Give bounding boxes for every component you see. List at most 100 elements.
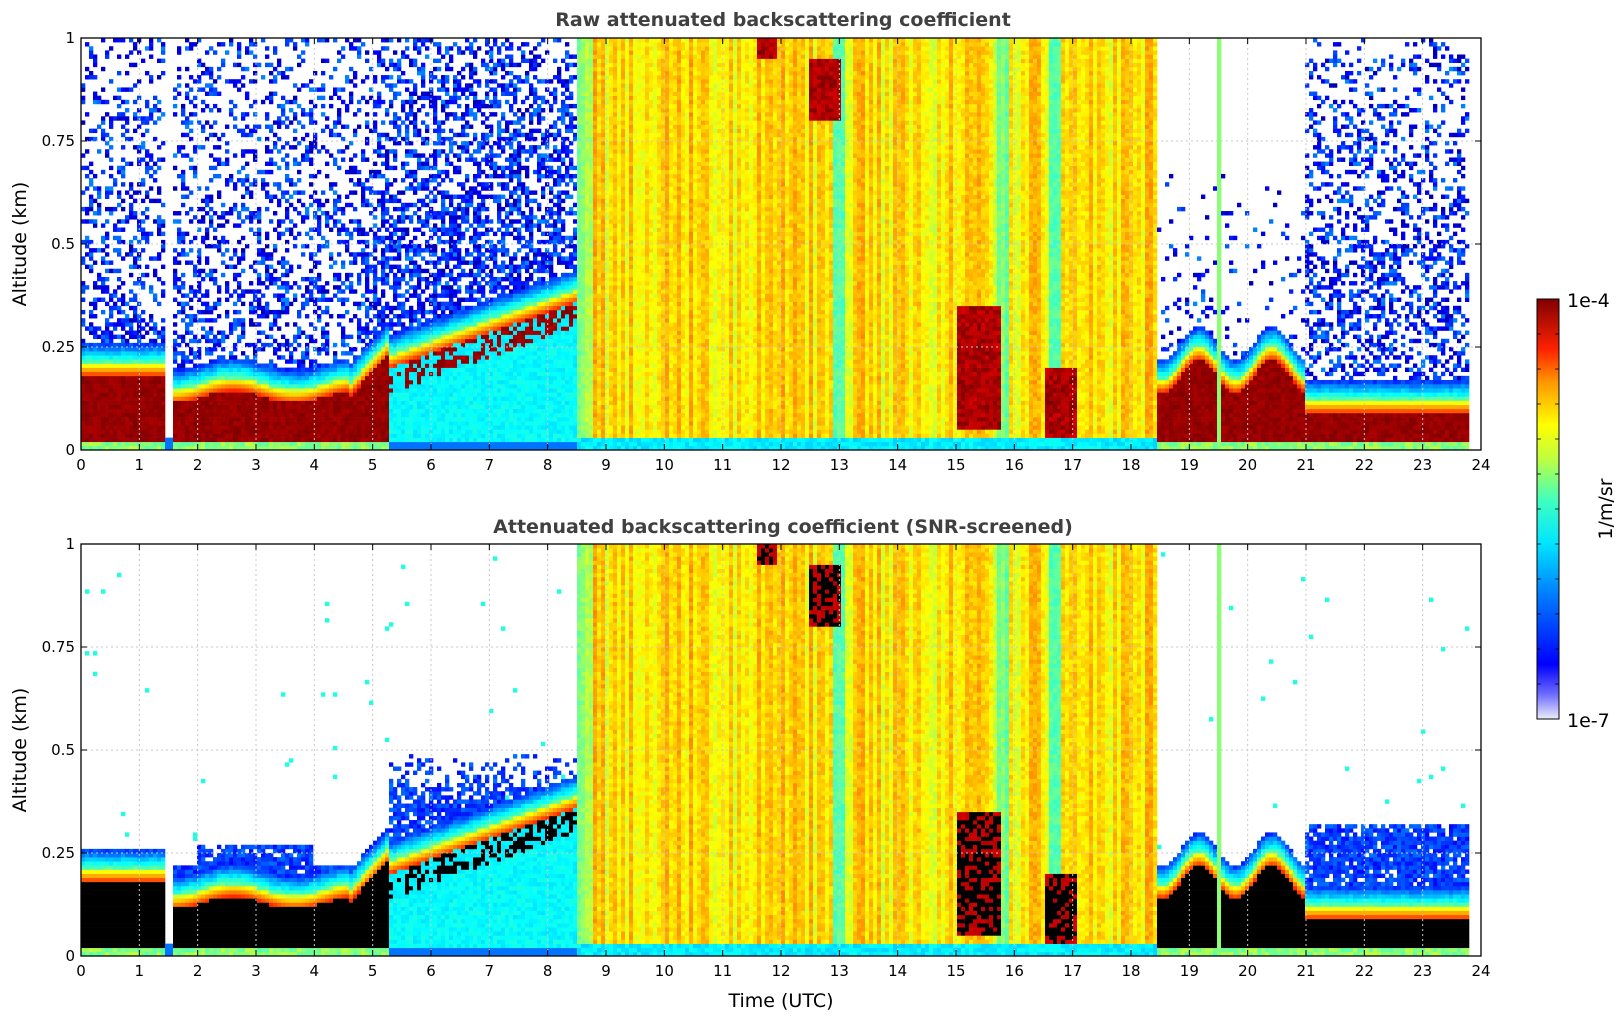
heatmap-cell <box>441 445 446 451</box>
heatmap-cell <box>89 252 94 257</box>
heatmap-cell <box>433 441 438 447</box>
heatmap-cell <box>269 322 274 327</box>
heatmap-cell <box>173 388 178 393</box>
heatmap-cell <box>409 379 414 385</box>
heatmap-cell <box>377 173 382 179</box>
heatmap-cell <box>373 128 378 134</box>
heatmap-cell <box>89 351 94 356</box>
heatmap-cell <box>393 256 398 261</box>
heatmap-cell <box>325 388 330 393</box>
heatmap-cell <box>445 330 450 335</box>
heatmap-cell <box>289 441 294 447</box>
heatmap-cell <box>281 190 286 195</box>
heatmap-cell <box>437 330 442 335</box>
heatmap-cell <box>285 198 290 204</box>
heatmap-cell <box>125 441 130 447</box>
heatmap-cell <box>449 355 454 360</box>
heatmap-cell <box>401 50 406 55</box>
heatmap-cell <box>249 305 254 311</box>
heatmap-cell <box>189 392 194 397</box>
heatmap-cell <box>397 347 402 352</box>
heatmap-cell <box>213 429 218 434</box>
heatmap-cell <box>213 388 218 393</box>
heatmap-cell <box>89 264 94 270</box>
heatmap-cell <box>141 145 146 150</box>
heatmap-cell <box>397 404 402 410</box>
heatmap-cell <box>153 169 158 175</box>
heatmap-cell <box>429 363 434 368</box>
heatmap-cell <box>245 429 250 434</box>
heatmap-cell <box>445 136 450 142</box>
heatmap-cell <box>441 231 446 237</box>
heatmap-cell <box>237 334 242 340</box>
heatmap-cell <box>157 417 162 422</box>
heatmap-cell <box>397 206 402 212</box>
heatmap-cell <box>277 433 282 438</box>
heatmap-cell <box>425 347 430 352</box>
heatmap-cell <box>453 211 458 216</box>
heatmap-cell <box>153 396 158 401</box>
heatmap-cell <box>213 244 218 249</box>
heatmap-cell <box>429 79 434 84</box>
heatmap-cell <box>385 186 390 191</box>
heatmap-cell <box>129 388 134 393</box>
heatmap-cell <box>445 433 450 438</box>
heatmap-cell <box>305 412 310 418</box>
heatmap-cell <box>121 116 126 121</box>
heatmap-cell <box>213 87 218 92</box>
heatmap-cell <box>117 95 122 101</box>
heatmap-cell <box>125 379 130 385</box>
heatmap-cell <box>193 433 198 438</box>
heatmap-cell <box>441 371 446 377</box>
heatmap-cell <box>233 326 238 331</box>
heatmap-cell <box>181 400 186 405</box>
heatmap-cell <box>277 371 282 377</box>
heatmap-cell <box>209 330 214 335</box>
heatmap-cell <box>453 375 458 381</box>
heatmap-cell <box>389 388 394 393</box>
heatmap-cell <box>109 116 114 121</box>
heatmap-cell <box>269 95 274 101</box>
heatmap-cell <box>213 145 218 150</box>
heatmap-cell <box>257 437 262 443</box>
heatmap-cell <box>253 375 258 381</box>
heatmap-cell <box>241 165 246 171</box>
heatmap-cell <box>141 417 146 422</box>
heatmap-cell <box>325 429 330 434</box>
heatmap-cell <box>393 392 398 397</box>
heatmap-cell <box>229 437 234 443</box>
heatmap-cell <box>353 112 358 117</box>
heatmap-cell <box>445 322 450 327</box>
heatmap-cell <box>113 178 118 183</box>
heatmap-cell <box>461 441 466 447</box>
heatmap-cell <box>225 367 230 373</box>
heatmap-cell <box>141 445 146 451</box>
heatmap-cell <box>341 330 346 335</box>
heatmap-cell <box>133 260 138 265</box>
heatmap-cell <box>141 342 146 348</box>
heatmap-cell <box>81 256 86 261</box>
heatmap-cell <box>121 173 126 179</box>
heatmap-cell <box>273 79 278 84</box>
heatmap-cell <box>289 421 294 426</box>
heatmap-cell <box>229 355 234 360</box>
heatmap-cell <box>401 363 406 368</box>
heatmap-cell <box>93 173 98 179</box>
heatmap-cell <box>413 46 418 51</box>
heatmap-cell <box>313 388 318 393</box>
heatmap-cell <box>209 326 214 331</box>
heatmap-cell <box>329 396 334 401</box>
heatmap-cell <box>257 338 262 344</box>
heatmap-cell <box>81 351 86 356</box>
heatmap-cell <box>381 264 386 270</box>
heatmap-cell <box>137 388 142 393</box>
heatmap-cell <box>257 281 262 286</box>
heatmap-cell <box>321 87 326 92</box>
heatmap-cell <box>301 379 306 385</box>
heatmap-cell <box>361 363 366 368</box>
heatmap-cell <box>221 375 226 381</box>
heatmap-cell <box>161 338 166 344</box>
heatmap-cell <box>461 256 466 261</box>
heatmap-cell <box>177 351 182 356</box>
heatmap-cell <box>325 363 330 368</box>
